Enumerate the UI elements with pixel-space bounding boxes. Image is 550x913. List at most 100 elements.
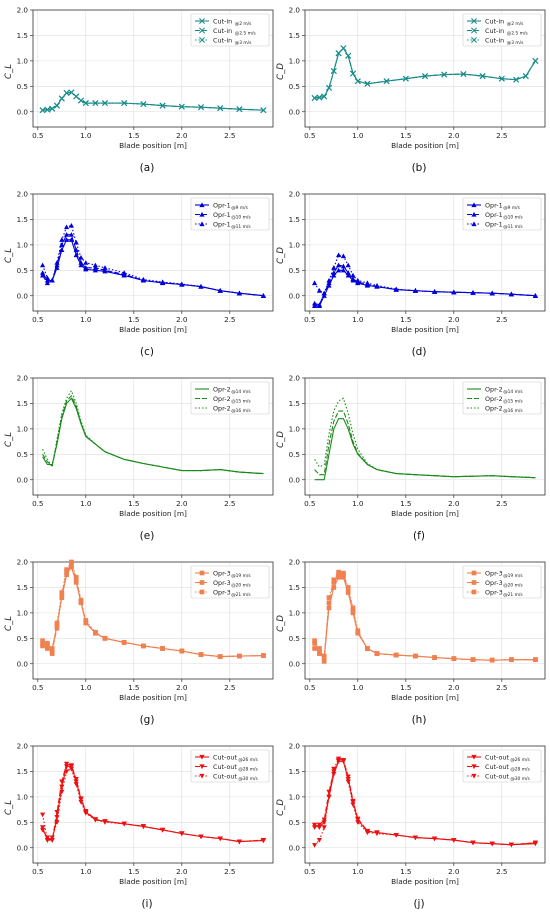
data-point [321, 290, 327, 296]
data-point [321, 293, 327, 298]
plot-frame [32, 193, 274, 312]
legend-label: Cut-out [213, 763, 237, 771]
data-point [73, 574, 79, 580]
data-point [498, 75, 505, 82]
legend-label-subscript: @30 m/s [238, 776, 258, 782]
plot-frame [304, 193, 546, 312]
data-point [355, 628, 361, 634]
x-tick-label: 1.5 [128, 867, 139, 876]
legend-label-subscript: @2 m/s [235, 21, 252, 27]
x-tick-label: 0.5 [32, 131, 43, 140]
data-point [40, 827, 46, 833]
y-tick-label: 0.5 [17, 634, 28, 643]
legend-label-subscript: @9 m/s [503, 205, 520, 211]
panel-caption: (f) [413, 530, 425, 542]
data-point [331, 265, 337, 270]
data-point [364, 280, 370, 286]
data-point [317, 651, 322, 656]
x-axis-label: Blade position [m] [391, 877, 459, 886]
y-tick-label: 0.0 [17, 475, 29, 484]
legend-label-subscript: @20 m/s [503, 583, 523, 589]
data-point [374, 831, 380, 837]
legend-label: Cut-in [485, 36, 504, 44]
data-point [45, 641, 50, 646]
y-tick-label: 1.0 [289, 792, 301, 801]
y-tick-label: 1.0 [289, 56, 301, 65]
data-point [92, 267, 98, 273]
plot-frame [32, 561, 274, 680]
legend-label-subscript: @30 m/s [510, 776, 530, 782]
data-point [316, 822, 322, 828]
y-tick-label: 2.0 [289, 558, 301, 567]
data-point [39, 107, 46, 114]
data-point [321, 658, 327, 664]
y-tick-label: 1.5 [289, 767, 300, 776]
y-tick-label: 1.5 [289, 31, 300, 40]
data-point [345, 270, 351, 275]
data-point [49, 838, 55, 843]
legend-marker [471, 18, 477, 24]
data-point [59, 592, 65, 598]
legend-box [462, 565, 542, 599]
data-point [331, 585, 337, 590]
data-point [336, 569, 341, 575]
legend-label: Opr-1 [213, 201, 231, 209]
panel-g: 0.0 0.5 1.0 1.5 2.0 0.5 1.0 1.5 2.0 2.5 Blade posi… [4, 558, 274, 726]
panel-caption: (h) [412, 714, 427, 726]
series-line [42, 560, 264, 658]
x-tick-label: 2.5 [496, 131, 507, 140]
data-point [412, 288, 418, 293]
data-point [54, 625, 60, 631]
data-point [509, 657, 514, 663]
legend-label-subscript: @26 m/s [238, 757, 258, 763]
y-axis-label: C_D [276, 615, 286, 632]
data-point [49, 651, 55, 656]
legend-label: Cut-in [213, 17, 232, 25]
data-point [59, 789, 65, 795]
data-point [479, 73, 486, 80]
x-tick-label: 1.0 [80, 499, 92, 508]
legend-label: Opr-2 [213, 395, 231, 403]
data-point [64, 224, 70, 230]
data-point [59, 237, 65, 242]
x-tick-label: 1.0 [352, 867, 364, 876]
legend-marker [471, 202, 477, 208]
y-tick-label: 1.5 [17, 399, 28, 408]
data-point [54, 620, 60, 626]
data-point [179, 831, 185, 837]
data-point [345, 585, 351, 590]
x-axis-label: Blade position [m] [391, 693, 459, 702]
y-tick-label: 1.0 [17, 240, 29, 249]
legend-label-subscript: @2 m/s [507, 21, 524, 27]
x-tick-label: 1.0 [80, 131, 92, 140]
legend-marker [471, 221, 477, 227]
y-axis-label: C_D [276, 63, 286, 80]
x-tick-label: 2.0 [176, 131, 188, 140]
legend-label-subscript: @28 m/s [510, 767, 530, 773]
series-2 [312, 252, 538, 298]
legend-label: Opr-3 [485, 579, 503, 587]
data-point [68, 237, 74, 242]
data-point [217, 105, 224, 112]
legend-label: Opr-3 [485, 569, 503, 577]
data-point [312, 843, 318, 848]
data-point [64, 764, 70, 769]
data-point [341, 574, 346, 580]
series-line [314, 759, 536, 846]
x-tick-label: 0.5 [32, 683, 43, 692]
legend-marker [471, 211, 477, 217]
data-point [350, 607, 356, 613]
y-tick-label: 2.0 [289, 742, 301, 751]
data-point [45, 646, 50, 651]
legend-marker [199, 764, 205, 770]
legend-label: Opr-2 [485, 385, 503, 393]
data-point [49, 105, 56, 112]
data-point [64, 237, 70, 242]
legend-box [462, 381, 542, 415]
panel-b: 0.0 0.5 1.0 1.5 2.0 0.5 1.0 1.5 2.0 2.5 Blade posi… [276, 6, 546, 174]
data-point [345, 262, 351, 268]
data-point [312, 303, 318, 308]
